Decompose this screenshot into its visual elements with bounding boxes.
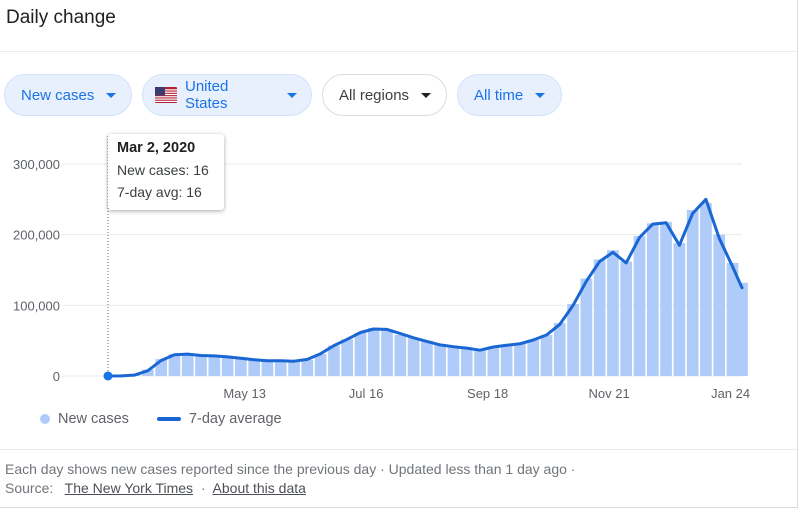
period-dropdown-label: All time <box>474 86 524 104</box>
metric-dropdown[interactable]: New cases <box>4 74 132 116</box>
new-cases-bar <box>593 259 606 376</box>
new-cases-bar <box>567 303 579 376</box>
chevron-down-icon <box>287 92 297 98</box>
new-cases-bar <box>314 354 327 376</box>
new-cases-bar <box>407 337 420 376</box>
new-cases-bar <box>673 243 686 376</box>
new-cases-bar <box>713 234 726 376</box>
new-cases-bar <box>274 360 287 376</box>
y-tick-label: 200,000 <box>13 228 60 243</box>
new-cases-bar <box>646 223 659 376</box>
country-dropdown[interactable]: United States <box>142 74 312 116</box>
new-cases-bar <box>367 327 380 376</box>
chevron-down-icon <box>421 92 432 98</box>
new-cases-bar <box>686 209 699 376</box>
new-cases-bar <box>261 361 274 376</box>
new-cases-bar <box>195 355 207 376</box>
new-cases-bar <box>288 361 300 376</box>
chart-legend: New cases 7-day average <box>40 411 282 427</box>
new-cases-bar <box>168 354 181 376</box>
new-cases-bar <box>460 347 473 376</box>
chart-tooltip: Mar 2, 2020 New cases: 16 7-day avg: 16 <box>108 134 224 210</box>
tooltip-avg: 7-day avg: 16 <box>117 184 202 200</box>
x-tick-label: Jan 24 <box>711 386 750 401</box>
footer: Each day shows new cases reported since … <box>5 460 575 498</box>
new-cases-bar <box>553 323 566 376</box>
new-cases-legend-marker <box>40 414 50 424</box>
metric-dropdown-label: New cases <box>21 86 95 104</box>
new-cases-bar <box>540 335 553 376</box>
new-cases-bar <box>514 343 526 376</box>
us-flag-icon <box>155 87 177 103</box>
footer-divider <box>0 449 797 450</box>
source-label: Source: <box>5 480 54 496</box>
period-dropdown[interactable]: All time <box>457 74 562 116</box>
new-cases-bar <box>500 344 513 376</box>
new-cases-bar <box>736 282 748 376</box>
footer-source: Source: The New York Times · About this … <box>5 479 575 498</box>
country-dropdown-label: United States <box>184 78 229 112</box>
new-cases-bar <box>633 236 646 376</box>
header-divider <box>0 51 797 52</box>
new-cases-bar <box>487 346 500 376</box>
y-tick-label: 100,000 <box>13 298 60 313</box>
tooltip-date: Mar 2, 2020 <box>117 140 196 156</box>
source-link[interactable]: The New York Times <box>64 480 194 496</box>
highlight-point <box>103 371 113 381</box>
new-cases-bar <box>221 357 234 376</box>
new-cases-bar <box>474 349 486 376</box>
chevron-down-icon <box>535 92 546 98</box>
new-cases-bar <box>208 356 221 376</box>
avg-line <box>106 197 744 378</box>
footer-note: Each day shows new cases reported since … <box>5 461 576 477</box>
footer-separator: · <box>200 480 206 496</box>
new-cases-bar <box>235 358 247 376</box>
new-cases-bar <box>341 339 353 376</box>
new-cases-bar <box>447 347 460 376</box>
new-cases-bar <box>700 202 712 376</box>
y-tick-label: 0 <box>53 369 60 384</box>
x-tick-label: Sep 18 <box>467 386 508 401</box>
avg-legend-marker <box>156 417 181 421</box>
tooltip-new-cases: New cases: 16 <box>117 162 209 178</box>
new-cases-bar <box>620 261 633 376</box>
region-dropdown[interactable]: All regions <box>322 74 447 116</box>
new-cases-bar <box>726 262 739 376</box>
x-tick-label: Nov 21 <box>589 386 630 401</box>
new-cases-bar <box>181 354 194 376</box>
new-cases-bar <box>381 329 393 376</box>
daily-change-card: Daily change New cases United States All… <box>0 0 798 508</box>
new-cases-bar <box>328 345 340 376</box>
new-cases-bar <box>607 250 619 376</box>
y-tick-label: 300,000 <box>13 157 60 172</box>
new-cases-bar <box>421 340 433 376</box>
x-tick-label: Jul 16 <box>349 386 384 401</box>
card-title: Daily change <box>6 7 116 28</box>
chevron-down-icon <box>106 92 117 98</box>
new-cases-bar <box>434 344 447 376</box>
legend-avg: 7-day average <box>188 411 282 427</box>
new-cases-bar <box>142 369 154 376</box>
about-data-link[interactable]: About this data <box>212 480 306 496</box>
region-dropdown-label: All regions <box>339 86 410 104</box>
new-cases-bar <box>248 360 260 376</box>
x-tick-label: May 13 <box>223 386 266 401</box>
new-cases-bar <box>660 221 672 376</box>
new-cases-bar <box>155 359 167 376</box>
new-cases-bar <box>394 335 407 376</box>
new-cases-bar <box>354 332 367 376</box>
new-cases-bar <box>301 359 314 376</box>
new-cases-bar <box>580 278 593 376</box>
legend-new-cases: New cases <box>58 411 129 427</box>
new-cases-bar <box>527 339 540 376</box>
